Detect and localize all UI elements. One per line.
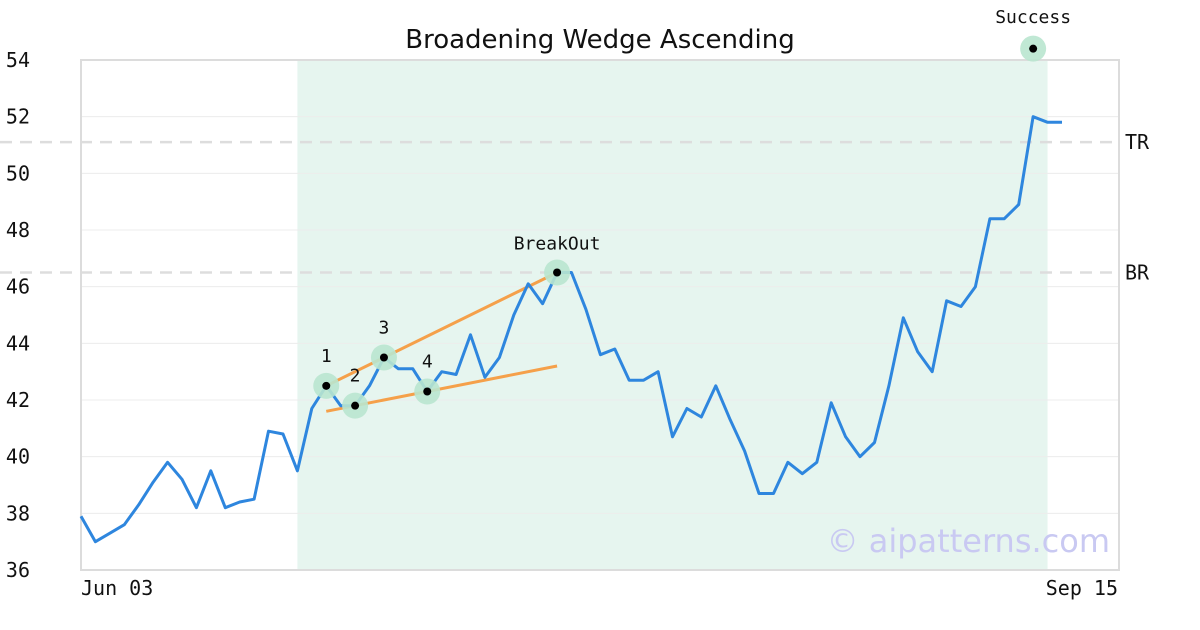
point-label: 4 [422,352,433,373]
y-tick-label: 40 [6,445,30,469]
level-label: TR [1125,130,1150,154]
point-label: 2 [350,366,361,387]
point-marker [322,381,331,390]
plot-frame [80,59,1120,571]
point-marker [553,268,562,277]
y-axis: 36 38 40 42 44 46 48 50 52 54 [6,48,30,582]
y-tick-label: 50 [6,161,30,185]
chart-title: Broadening Wedge Ascending [405,25,795,55]
x-tick-label: Sep 15 [1046,576,1118,600]
y-tick-label: 38 [6,501,30,525]
x-tick-label: Jun 03 [81,576,153,600]
point-label: Success [995,7,1071,28]
point-label: 1 [321,346,332,367]
y-tick-label: 54 [6,48,30,72]
pattern-region [297,60,1048,570]
y-tick-label: 52 [6,105,30,129]
watermark: © aipatterns.com [827,522,1110,560]
trendline [325,271,558,388]
y-tick-label: 36 [6,558,30,582]
x-axis: Jun 03 Sep 15 [81,576,1118,600]
point-marker [379,353,388,362]
point-marker [423,387,432,396]
y-tick-label: 42 [6,388,30,412]
y-tick-label: 44 [6,331,30,355]
series-line [79,115,1062,544]
point-label: BreakOut [514,234,601,255]
point-marker [351,401,360,410]
level-label: BR [1125,261,1150,285]
y-tick-label: 48 [6,218,30,242]
point-marker [1029,44,1038,53]
y-tick-label: 46 [6,275,30,299]
point-label: 3 [379,318,390,339]
pattern-points: 12 3 4 BreakOut Success [313,7,1071,419]
